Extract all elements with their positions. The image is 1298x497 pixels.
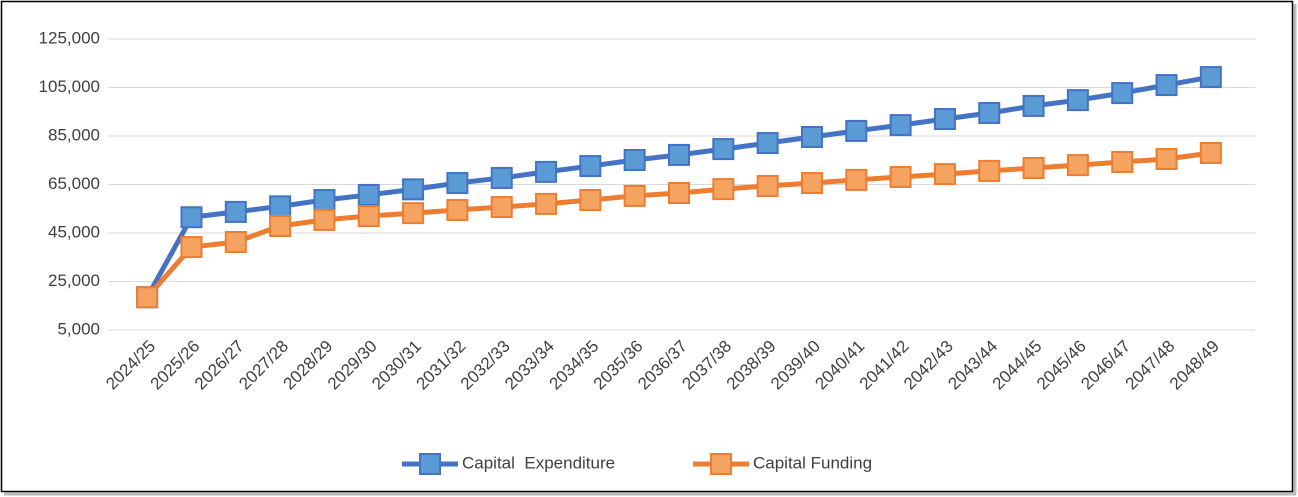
data-point [313, 208, 336, 231]
y-tick-label: 85,000 [48, 125, 100, 144]
data-point [313, 189, 336, 212]
data-point [535, 160, 558, 183]
data-point [1155, 74, 1178, 97]
legend-marker [419, 453, 441, 475]
data-point [1199, 141, 1222, 164]
data-point [180, 206, 203, 229]
data-point [1155, 148, 1178, 171]
data-point [978, 159, 1001, 182]
data-point [269, 214, 292, 237]
data-point [1111, 82, 1134, 105]
y-tick-label: 25,000 [48, 271, 100, 290]
data-point [357, 183, 380, 206]
data-point [623, 149, 646, 172]
data-point [357, 205, 380, 228]
data-point [224, 230, 247, 253]
data-point [933, 108, 956, 131]
y-tick-label: 5,000 [57, 319, 100, 338]
data-point [269, 195, 292, 218]
data-point [535, 192, 558, 215]
data-point [889, 165, 912, 188]
data-point [889, 114, 912, 137]
y-tick-label: 105,000 [39, 77, 100, 96]
data-point [490, 166, 513, 189]
data-point [756, 174, 779, 197]
data-point [623, 184, 646, 207]
data-point [800, 125, 823, 148]
data-point [668, 181, 690, 204]
data-point [845, 168, 868, 191]
data-point [180, 236, 203, 259]
data-point [446, 172, 469, 195]
y-tick-label: 45,000 [48, 222, 100, 241]
data-point [800, 172, 823, 195]
data-point [490, 196, 513, 219]
data-point [756, 132, 779, 155]
y-tick-label: 65,000 [48, 174, 100, 193]
data-point [1022, 157, 1045, 180]
data-point [712, 178, 735, 201]
data-point [402, 178, 425, 201]
data-point [136, 286, 159, 309]
y-tick-label: 125,000 [39, 28, 100, 47]
data-point [712, 138, 735, 161]
data-point [224, 200, 247, 223]
legend-marker [710, 453, 732, 475]
data-point [1199, 66, 1222, 89]
data-point [446, 198, 469, 221]
data-point [579, 189, 602, 212]
legend-label: Capital Funding [753, 453, 872, 472]
data-point [579, 155, 602, 178]
data-point [1111, 150, 1134, 173]
data-point [1066, 154, 1089, 177]
data-point [1022, 94, 1045, 117]
data-point [845, 119, 868, 142]
data-point [933, 163, 956, 186]
legend-label: Capital Expenditure [462, 453, 615, 472]
data-point [1066, 89, 1089, 112]
data-point [668, 143, 690, 166]
data-point [402, 202, 425, 225]
data-point [978, 101, 1001, 124]
